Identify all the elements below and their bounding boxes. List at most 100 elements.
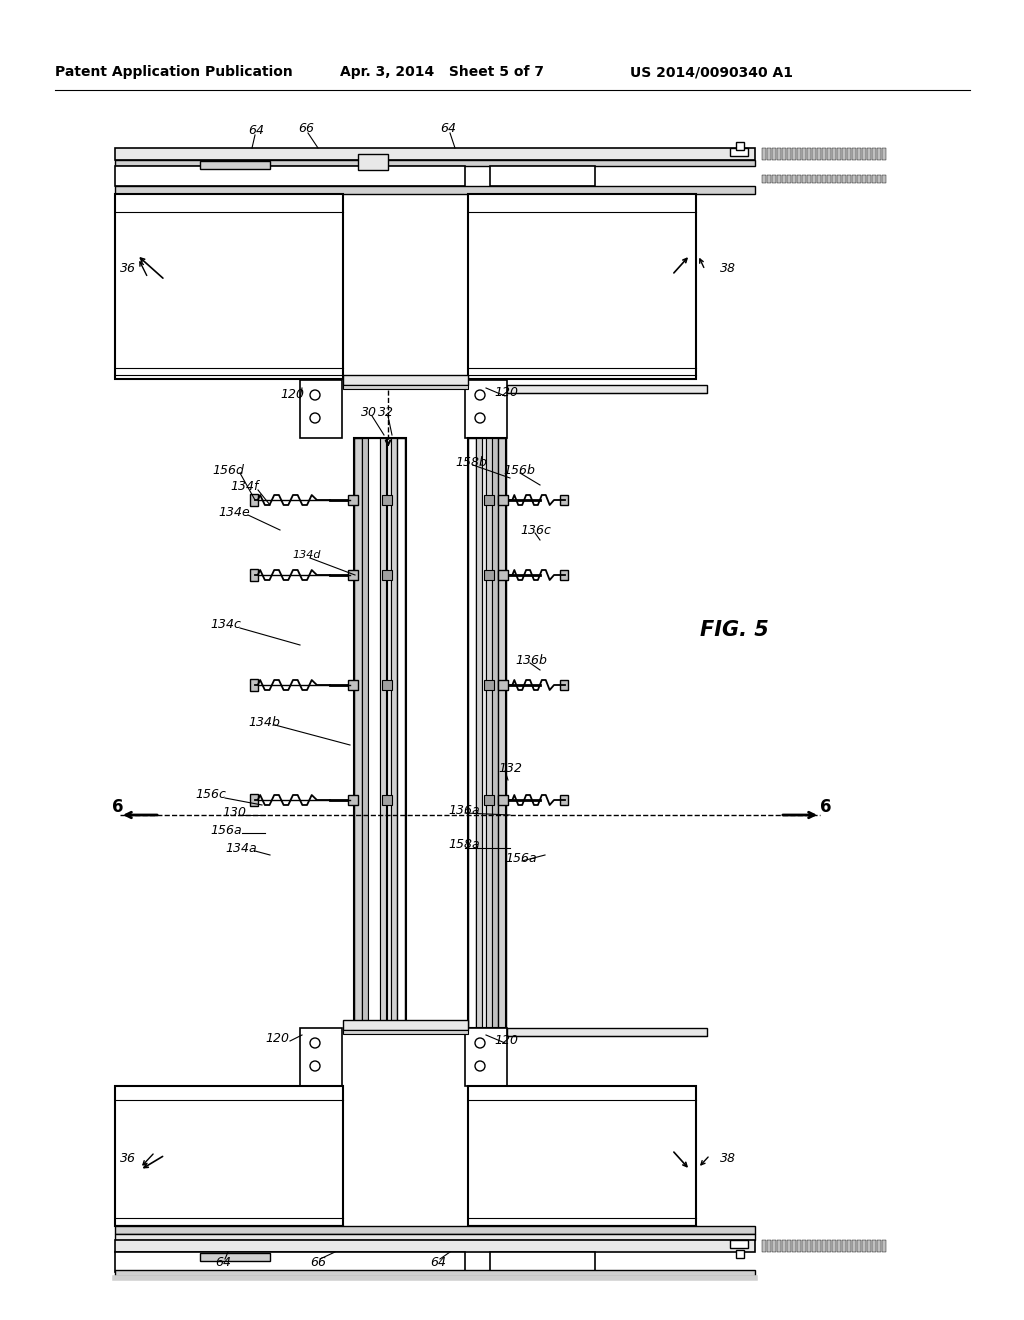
Text: 32: 32 <box>378 407 394 420</box>
Bar <box>802 176 806 183</box>
Text: 156c: 156c <box>195 788 226 801</box>
Bar <box>802 1239 806 1251</box>
Text: 66: 66 <box>298 121 314 135</box>
Text: 6: 6 <box>820 799 831 816</box>
Text: Patent Application Publication: Patent Application Publication <box>55 65 293 79</box>
Bar <box>468 438 506 1028</box>
Bar <box>115 1270 755 1276</box>
Bar <box>762 148 766 160</box>
Bar <box>250 494 258 506</box>
Bar <box>802 148 806 160</box>
Bar <box>827 176 831 183</box>
Bar <box>354 438 362 1028</box>
Bar <box>857 176 861 183</box>
Bar <box>817 176 821 183</box>
Bar <box>842 148 846 160</box>
Bar <box>465 1028 507 1086</box>
Bar <box>767 176 771 183</box>
Bar <box>822 1239 826 1251</box>
Bar <box>115 186 755 194</box>
Bar <box>115 1226 755 1234</box>
Bar <box>115 1251 465 1272</box>
Bar <box>300 380 342 438</box>
Bar <box>482 438 486 1028</box>
Bar <box>115 194 343 379</box>
Bar <box>797 148 801 160</box>
Bar <box>787 148 791 160</box>
Bar <box>847 176 851 183</box>
Bar <box>852 1239 856 1251</box>
Bar <box>560 680 568 690</box>
Bar <box>772 176 776 183</box>
Bar <box>872 1239 876 1251</box>
Bar <box>817 148 821 160</box>
Text: 120: 120 <box>494 387 518 400</box>
Bar <box>827 1239 831 1251</box>
Bar <box>490 166 595 186</box>
Bar <box>382 495 392 506</box>
Bar <box>777 1239 781 1251</box>
Bar <box>872 148 876 160</box>
Bar <box>767 1239 771 1251</box>
Text: 136c: 136c <box>520 524 551 536</box>
Bar <box>817 1239 821 1251</box>
Bar <box>867 176 871 183</box>
Text: 134a: 134a <box>225 842 257 854</box>
Bar <box>842 176 846 183</box>
Bar <box>560 795 568 805</box>
Text: 38: 38 <box>720 261 736 275</box>
Bar <box>348 570 358 579</box>
Bar <box>343 385 468 389</box>
Bar <box>767 148 771 160</box>
Bar <box>476 438 482 1028</box>
Bar <box>200 1253 270 1261</box>
Bar <box>847 148 851 160</box>
Bar <box>762 1239 766 1251</box>
Text: 38: 38 <box>720 1151 736 1164</box>
Bar <box>812 1239 816 1251</box>
Bar <box>877 1239 881 1251</box>
Bar <box>391 438 397 1028</box>
Bar <box>115 160 755 166</box>
Bar <box>560 570 568 579</box>
Text: 64: 64 <box>440 121 456 135</box>
Bar <box>358 154 388 170</box>
Text: 66: 66 <box>310 1255 326 1269</box>
Text: 156d: 156d <box>212 463 244 477</box>
Bar <box>498 570 508 579</box>
Bar <box>792 148 796 160</box>
Text: 156b: 156b <box>503 463 535 477</box>
Text: 36: 36 <box>120 1151 136 1164</box>
Bar <box>822 176 826 183</box>
Bar <box>852 176 856 183</box>
Bar <box>852 148 856 160</box>
Text: 158a: 158a <box>449 838 479 851</box>
Text: 120: 120 <box>265 1031 289 1044</box>
Bar <box>486 438 492 1028</box>
Bar <box>862 176 866 183</box>
Text: 136a: 136a <box>449 804 479 817</box>
Text: 120: 120 <box>494 1034 518 1047</box>
Bar <box>498 680 508 690</box>
Text: 6: 6 <box>112 799 124 816</box>
Bar <box>468 194 696 379</box>
Bar <box>872 176 876 183</box>
Bar <box>343 1020 468 1030</box>
Bar <box>250 569 258 581</box>
Bar <box>484 795 494 805</box>
Text: 134c: 134c <box>210 619 241 631</box>
Bar <box>867 148 871 160</box>
Bar <box>877 176 881 183</box>
Bar <box>348 680 358 690</box>
Bar <box>507 1028 707 1036</box>
Text: FIG. 5: FIG. 5 <box>700 620 769 640</box>
Bar <box>831 176 836 183</box>
Bar <box>842 1239 846 1251</box>
Bar <box>498 795 508 805</box>
Bar <box>490 1251 595 1272</box>
Bar <box>807 1239 811 1251</box>
Bar <box>300 1028 342 1086</box>
Bar <box>772 148 776 160</box>
Bar <box>857 1239 861 1251</box>
Bar <box>115 1086 343 1226</box>
